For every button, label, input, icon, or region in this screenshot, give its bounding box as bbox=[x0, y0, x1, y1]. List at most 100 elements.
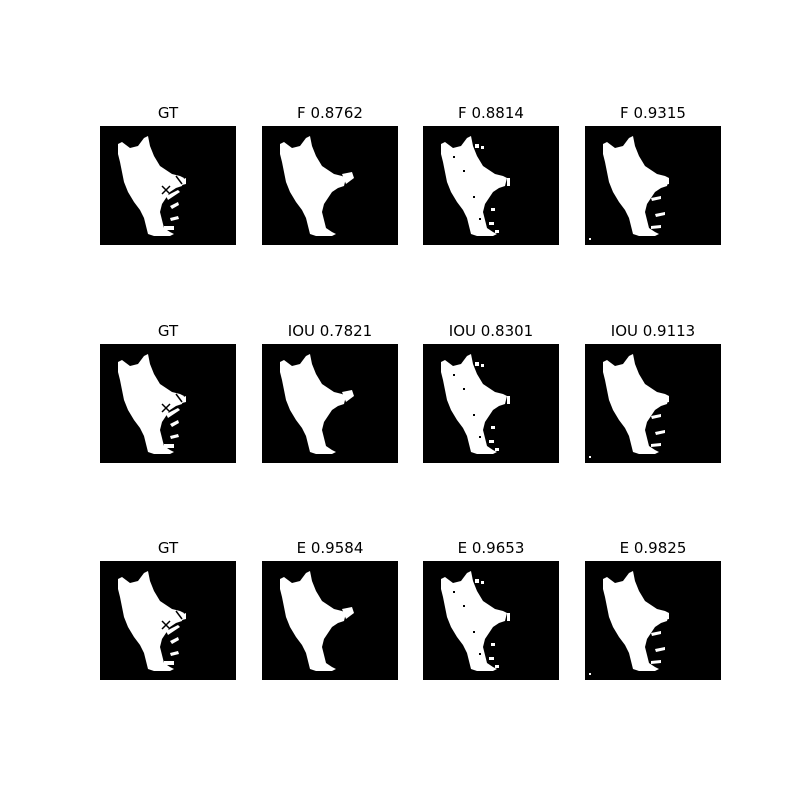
mask-protrusion bbox=[170, 434, 179, 439]
mask-image bbox=[585, 344, 721, 463]
mask-shape bbox=[280, 354, 346, 454]
mask-speck bbox=[491, 643, 495, 646]
mask-speck bbox=[475, 144, 479, 148]
mask-protrusion bbox=[651, 443, 661, 447]
mask-shape bbox=[118, 136, 184, 236]
mask-speck bbox=[507, 178, 510, 186]
mask-svg bbox=[441, 136, 510, 236]
mask-speck bbox=[489, 657, 494, 660]
mask-image bbox=[100, 344, 236, 463]
mask-hole bbox=[463, 388, 465, 390]
mask-shape bbox=[441, 571, 507, 671]
mask-protrusion bbox=[655, 212, 665, 217]
mask-speck bbox=[489, 440, 494, 443]
mask-svg bbox=[118, 136, 186, 236]
panel-title: GT bbox=[157, 322, 179, 340]
mask-protrusion bbox=[655, 647, 665, 652]
mask-image bbox=[262, 126, 398, 245]
mask-speck bbox=[481, 364, 484, 367]
mask-protrusion bbox=[663, 613, 669, 620]
mask-speck bbox=[495, 665, 499, 668]
mask-hole bbox=[453, 591, 455, 593]
mask-shape bbox=[118, 571, 184, 671]
mask-notch bbox=[161, 620, 171, 630]
mask-hole bbox=[473, 196, 475, 198]
mask-svg bbox=[441, 571, 510, 671]
mask-protrusion bbox=[164, 226, 174, 230]
panel-title: E 0.9584 bbox=[296, 539, 364, 557]
mask-svg bbox=[589, 354, 669, 458]
mask-svg bbox=[280, 136, 354, 236]
mask-protrusion bbox=[170, 651, 179, 656]
panel-title: F 0.9315 bbox=[620, 104, 686, 122]
mask-protrusion bbox=[651, 196, 661, 201]
mask-shape bbox=[603, 571, 669, 671]
mask-hole bbox=[463, 605, 465, 607]
mask-notch bbox=[175, 610, 183, 620]
mask-notch bbox=[175, 393, 183, 403]
mask-protrusion bbox=[342, 172, 354, 184]
mask-protrusion bbox=[170, 202, 179, 209]
mask-protrusion bbox=[170, 216, 179, 221]
mask-protrusion bbox=[651, 631, 661, 636]
mask-protrusion bbox=[166, 625, 180, 635]
mask-image bbox=[423, 561, 559, 680]
mask-speck bbox=[495, 230, 499, 233]
mask-protrusion bbox=[651, 414, 661, 419]
mask-speck bbox=[481, 581, 484, 584]
mask-image bbox=[423, 126, 559, 245]
mask-hole bbox=[463, 170, 465, 172]
mask-shape bbox=[441, 136, 507, 236]
mask-image bbox=[100, 126, 236, 245]
mask-speck bbox=[589, 456, 591, 458]
mask-protrusion bbox=[655, 430, 665, 435]
mask-protrusion bbox=[170, 637, 179, 644]
mask-svg bbox=[280, 354, 354, 454]
panel-title: E 0.9653 bbox=[457, 539, 525, 557]
mask-hole bbox=[473, 414, 475, 416]
mask-speck bbox=[475, 362, 479, 366]
mask-protrusion bbox=[166, 408, 180, 418]
mask-protrusion bbox=[342, 607, 354, 619]
mask-speck bbox=[495, 448, 499, 451]
mask-protrusion bbox=[663, 396, 669, 403]
mask-protrusion bbox=[164, 444, 174, 448]
mask-protrusion bbox=[663, 178, 669, 185]
mask-image bbox=[585, 126, 721, 245]
mask-image bbox=[585, 561, 721, 680]
mask-svg bbox=[589, 571, 669, 675]
mask-protrusion bbox=[342, 390, 354, 402]
panel-title: GT bbox=[157, 104, 179, 122]
mask-protrusion bbox=[166, 190, 180, 200]
mask-speck bbox=[475, 579, 479, 583]
mask-shape bbox=[603, 136, 669, 236]
mask-notch bbox=[175, 175, 183, 185]
mask-protrusion bbox=[651, 225, 661, 229]
mask-speck bbox=[507, 613, 510, 621]
mask-svg bbox=[118, 354, 186, 454]
mask-hole bbox=[453, 374, 455, 376]
mask-image bbox=[100, 561, 236, 680]
panel-title: F 0.8814 bbox=[458, 104, 524, 122]
mask-shape bbox=[280, 571, 346, 671]
panel-title: IOU 0.7821 bbox=[287, 322, 373, 340]
mask-notch bbox=[161, 403, 171, 413]
mask-image bbox=[262, 561, 398, 680]
mask-shape bbox=[441, 354, 507, 454]
mask-speck bbox=[491, 426, 495, 429]
mask-hole bbox=[473, 631, 475, 633]
mask-hole bbox=[453, 156, 455, 158]
mask-speck bbox=[589, 673, 591, 675]
mask-speck bbox=[481, 146, 484, 149]
panel-title: IOU 0.8301 bbox=[448, 322, 534, 340]
mask-shape bbox=[280, 136, 346, 236]
mask-svg bbox=[441, 354, 510, 454]
panel-title: IOU 0.9113 bbox=[610, 322, 696, 340]
mask-speck bbox=[589, 238, 591, 240]
mask-protrusion bbox=[170, 420, 179, 427]
mask-hole bbox=[479, 218, 481, 220]
mask-protrusion bbox=[164, 661, 174, 665]
mask-image bbox=[423, 344, 559, 463]
mask-speck bbox=[491, 208, 495, 211]
